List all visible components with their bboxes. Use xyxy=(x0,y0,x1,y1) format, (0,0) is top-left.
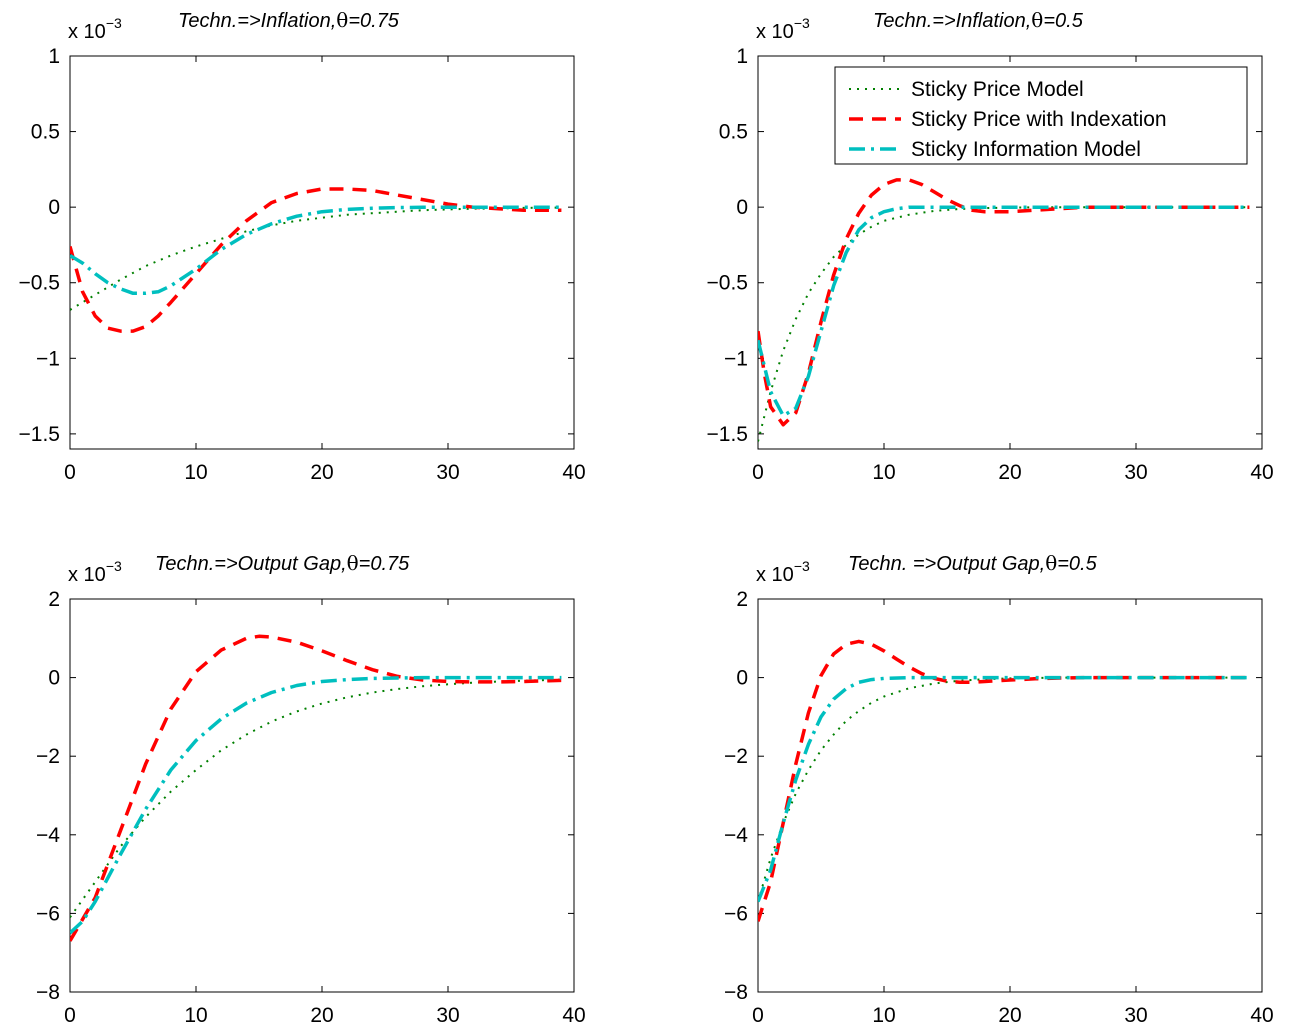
x-tick-label: 40 xyxy=(1250,1004,1273,1027)
y-tick-label: −2 xyxy=(724,745,748,768)
chart-title: Techn.=>Output Gap,θ=0.75 xyxy=(155,551,410,575)
y-tick-label: −1 xyxy=(36,347,60,370)
chart-title-suffix: =0.75 xyxy=(348,10,399,32)
y-tick-label: −1.5 xyxy=(19,423,60,446)
x-tick-label: 10 xyxy=(872,461,895,484)
x-tick-label: 0 xyxy=(64,461,76,484)
axis-multiplier-exponent: −3 xyxy=(794,558,810,574)
y-tick-label: −1 xyxy=(724,347,748,370)
x-tick-label: 40 xyxy=(562,1004,585,1027)
sticky-price-line xyxy=(758,206,1250,442)
chart-title: Techn.=>Inflation,θ=0.75 xyxy=(178,8,400,32)
y-tick-label: −4 xyxy=(724,824,748,847)
sticky-price-line xyxy=(758,676,1250,902)
axis-multiplier: x 10−3 xyxy=(68,558,122,586)
y-tick-label: 1 xyxy=(736,45,748,68)
chart-panel-1: 0 10 20 30 40 1 0.5 0 −0.5 −1 −1.5 x 10−3 Techn.=>In… xyxy=(19,8,586,484)
legend-entry-label: Sticky Price with Indexation xyxy=(911,108,1167,131)
y-tick-label: 0.5 xyxy=(719,121,748,144)
x-tick-label: 30 xyxy=(1124,461,1147,484)
chart-title-prefix: Techn.=>Inflation, xyxy=(178,10,336,32)
x-tick-label: 30 xyxy=(436,1004,459,1027)
legend-entry-label: Sticky Information Model xyxy=(911,138,1141,161)
plot-frame xyxy=(69,598,575,993)
chart-title-suffix: =0.5 xyxy=(1057,553,1097,575)
y-tick-label: −0.5 xyxy=(19,272,60,295)
chart-title: Techn.=>Inflation,θ=0.5 xyxy=(873,8,1084,32)
legend-entry-label: Sticky Price Model xyxy=(911,78,1084,101)
x-tick-label: 20 xyxy=(998,1004,1021,1027)
x-tick-label: 30 xyxy=(1124,1004,1147,1027)
y-tick-label: 0 xyxy=(48,196,60,219)
sticky-information-line xyxy=(758,205,1250,418)
x-tick-label: 0 xyxy=(752,1004,764,1027)
axis-multiplier-exponent: −3 xyxy=(106,558,122,574)
x-tick-label: 20 xyxy=(998,461,1021,484)
y-tick-label: 2 xyxy=(48,588,60,611)
x-tick-label: 10 xyxy=(872,1004,895,1027)
y-tick-label: −1.5 xyxy=(707,423,748,446)
plot-frame xyxy=(69,55,575,450)
y-tick-label: −2 xyxy=(36,745,60,768)
y-tick-label: 0 xyxy=(48,667,60,690)
axis-multiplier-base: x 10 xyxy=(68,564,106,586)
y-tick-label: 0 xyxy=(736,667,748,690)
chart-title-suffix: =0.5 xyxy=(1043,10,1083,32)
axis-multiplier-base: x 10 xyxy=(68,21,106,43)
axis-multiplier: x 10−3 xyxy=(68,15,122,43)
y-tick-label: −8 xyxy=(724,981,748,1004)
chart-title-theta: θ xyxy=(1031,8,1043,32)
chart-title-prefix: Techn.=>Inflation, xyxy=(873,10,1031,32)
y-tick-label: −8 xyxy=(36,981,60,1004)
y-tick-label: −6 xyxy=(36,902,60,925)
x-tick-label: 0 xyxy=(64,1004,76,1027)
axis-multiplier: x 10−3 xyxy=(756,15,810,43)
legend: Sticky Price Model Sticky Price with Inde… xyxy=(834,66,1248,165)
chart-title-suffix: =0.75 xyxy=(359,553,410,575)
axis-multiplier-base: x 10 xyxy=(756,564,794,586)
legend-box xyxy=(834,66,1248,165)
x-tick-label: 20 xyxy=(310,1004,333,1027)
axis-multiplier: x 10−3 xyxy=(756,558,810,586)
chart-title-prefix: Techn. =>Output Gap, xyxy=(848,553,1045,575)
y-tick-label: −0.5 xyxy=(707,272,748,295)
y-tick-label: 2 xyxy=(736,588,748,611)
x-tick-label: 0 xyxy=(752,461,764,484)
x-tick-label: 40 xyxy=(1250,461,1273,484)
sticky-price-indexation-line xyxy=(70,634,562,942)
x-tick-label: 10 xyxy=(184,1004,207,1027)
x-tick-label: 30 xyxy=(436,461,459,484)
sticky-information-line xyxy=(70,205,562,296)
plot-frame xyxy=(757,598,1263,993)
y-tick-label: −4 xyxy=(36,824,60,847)
axis-multiplier-exponent: −3 xyxy=(794,15,810,31)
chart-title: Techn. =>Output Gap,θ=0.5 xyxy=(848,551,1098,575)
sticky-price-line xyxy=(70,678,562,918)
sticky-information-line xyxy=(70,675,562,935)
sticky-information-line xyxy=(758,675,1250,903)
sticky-price-indexation-line xyxy=(758,178,1250,427)
x-tick-label: 10 xyxy=(184,461,207,484)
sticky-price-line xyxy=(70,206,562,311)
chart-title-theta: θ xyxy=(336,8,348,32)
y-tick-label: 1 xyxy=(48,45,60,68)
axis-multiplier-base: x 10 xyxy=(756,21,794,43)
x-tick-label: 20 xyxy=(310,461,333,484)
chart-title-prefix: Techn.=>Output Gap, xyxy=(155,553,347,575)
x-tick-label: 40 xyxy=(562,461,585,484)
chart-title-theta: θ xyxy=(1045,551,1057,575)
y-tick-label: 0 xyxy=(736,196,748,219)
chart-title-theta: θ xyxy=(347,551,359,575)
y-tick-label: 0.5 xyxy=(31,121,60,144)
y-tick-label: −6 xyxy=(724,902,748,925)
sticky-price-indexation-line xyxy=(70,187,562,333)
axis-multiplier-exponent: −3 xyxy=(106,15,122,31)
